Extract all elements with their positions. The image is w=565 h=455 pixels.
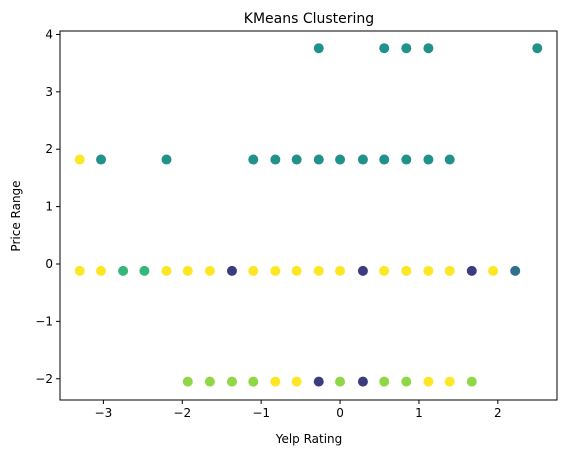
y-tick-label: 4 [45, 27, 53, 41]
scatter-point-yellow [291, 376, 302, 387]
scatter-point-darkteal [510, 265, 521, 276]
plot-area [59, 30, 558, 401]
scatter-point-lightgreen [379, 376, 390, 387]
scatter-point-purple [466, 265, 477, 276]
scatter-point-teal [423, 154, 434, 165]
scatter-point-yellow [96, 265, 107, 276]
scatter-point-lightgreen [182, 376, 193, 387]
scatter-point-yellow [182, 265, 193, 276]
scatter-point-yellow [161, 265, 172, 276]
y-tick-label: 3 [45, 85, 53, 99]
x-axis-ticks: −3 −2 −1 0 1 2 [95, 400, 502, 420]
y-tick-label: 1 [45, 200, 53, 214]
y-tick-label: 0 [45, 257, 53, 271]
scatter-point-yellow [270, 265, 281, 276]
scatter-point-teal [96, 154, 107, 165]
scatter-point-teal [401, 154, 412, 165]
scatter-point-yellow [444, 265, 455, 276]
x-tick-label: −1 [252, 406, 270, 420]
scatter-point-yellow [313, 265, 324, 276]
scatter-point-yellow [444, 376, 455, 387]
x-tick-label: −3 [95, 406, 113, 420]
scatter-point-yellow [423, 376, 434, 387]
scatter-point-teal [532, 43, 543, 54]
scatter-point-lightgreen [204, 376, 215, 387]
y-axis-label: Price Range [9, 180, 23, 251]
scatter-point-yellow [379, 265, 390, 276]
scatter-point-teal [357, 154, 368, 165]
scatter-point-teal [313, 154, 324, 165]
x-tick-label: 1 [415, 406, 423, 420]
y-axis-ticks: −2 −1 0 1 2 3 4 [35, 27, 60, 386]
chart-title: KMeans Clustering [244, 11, 374, 27]
y-tick-label: −1 [35, 314, 53, 328]
scatter-point-teal [335, 154, 346, 165]
scatter-point-teal [270, 154, 281, 165]
scatter-point-yellow [423, 265, 434, 276]
scatter-point-teal [379, 43, 390, 54]
scatter-point-purple [357, 265, 368, 276]
scatter-point-yellow [270, 376, 281, 387]
scatter-point-teal [161, 154, 172, 165]
scatter-point-lightgreen [248, 376, 259, 387]
scatter-point-yellow [204, 265, 215, 276]
scatter-point-lightgreen [466, 376, 477, 387]
scatter-point-teal [248, 154, 259, 165]
scatter-point-yellow [74, 154, 85, 165]
points-layer [74, 43, 543, 387]
scatter-point-teal [423, 43, 434, 54]
y-tick-label: −2 [35, 372, 53, 386]
scatter-point-yellow [74, 265, 85, 276]
x-tick-label: 2 [494, 406, 502, 420]
scatter-point-yellow [291, 265, 302, 276]
x-tick-label: 0 [336, 406, 344, 420]
scatter-point-teal [401, 43, 412, 54]
x-axis-label: Yelp Rating [275, 432, 343, 446]
scatter-point-teal [444, 154, 455, 165]
scatter-point-purple [226, 265, 237, 276]
scatter-point-green [139, 265, 150, 276]
scatter-point-lightgreen [335, 376, 346, 387]
scatter-point-yellow [401, 265, 412, 276]
scatter-point-yellow [488, 265, 499, 276]
scatter-point-purple [313, 376, 324, 387]
scatter-point-green [118, 265, 129, 276]
scatter-point-purple [357, 376, 368, 387]
scatter-point-teal [379, 154, 390, 165]
scatter-point-teal [313, 43, 324, 54]
y-tick-label: 2 [45, 142, 53, 156]
scatter-point-lightgreen [226, 376, 237, 387]
scatter-point-yellow [248, 265, 259, 276]
x-tick-label: −2 [173, 406, 191, 420]
scatter-point-lightgreen [401, 376, 412, 387]
scatter-point-yellow [335, 265, 346, 276]
scatter-point-teal [291, 154, 302, 165]
